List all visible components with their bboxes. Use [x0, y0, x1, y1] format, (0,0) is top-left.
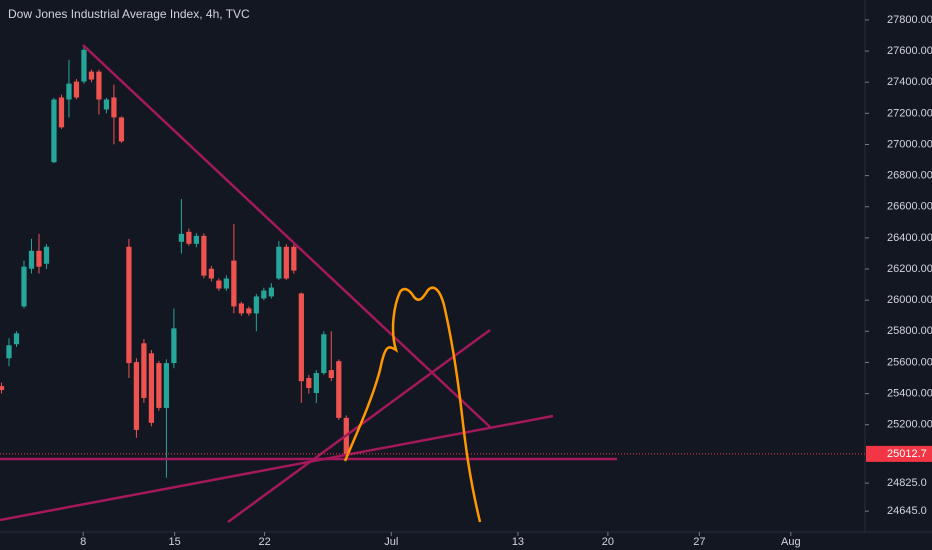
candle-body: [6, 345, 12, 359]
candle-body: [336, 361, 342, 418]
y-tick-label: 27200.00: [887, 107, 932, 119]
x-tick-label: Aug: [781, 536, 801, 548]
candle-body: [328, 370, 334, 379]
x-tick-label: 22: [258, 536, 270, 548]
candle-body: [103, 99, 110, 110]
candle-body: [283, 246, 289, 279]
candle-body: [28, 250, 35, 269]
candle-body: [43, 246, 50, 264]
candle-body: [133, 362, 140, 430]
candle-body: [201, 235, 207, 276]
trend-line: [0, 414, 554, 522]
x-tick-label: Jul: [384, 536, 398, 548]
candle-body: [111, 97, 117, 118]
chart-title: Dow Jones Industrial Average Index, 4h, …: [8, 7, 250, 21]
candle-body: [178, 233, 185, 242]
y-tick-label: 27800.00: [887, 14, 932, 26]
y-tick-label: 25200.00: [887, 419, 932, 431]
candle-body: [73, 81, 80, 98]
candle-body: [58, 97, 65, 128]
candle-body: [148, 353, 155, 423]
candle-body: [313, 373, 319, 393]
x-tick-label: 20: [602, 536, 614, 548]
candle-body: [36, 250, 42, 267]
candle-body: [126, 246, 132, 364]
y-tick-label: 24825.0: [887, 477, 927, 489]
candle-body: [51, 99, 57, 163]
y-tick-label: 27600.00: [887, 45, 932, 57]
y-tick-label: 26200.00: [887, 263, 932, 275]
candle-body: [88, 71, 95, 80]
y-tick-label: 26000.00: [887, 294, 932, 306]
freehand-drawing: [343, 286, 482, 523]
trend-line: [82, 44, 491, 428]
y-tick-label: 25800.00: [887, 325, 932, 337]
candle-body: [321, 334, 327, 374]
x-tick-label: 27: [693, 536, 705, 548]
y-tick-label: 26400.00: [887, 232, 932, 244]
y-tick-label: 26800.00: [887, 170, 932, 182]
price-label-box: [866, 445, 932, 462]
candle-body: [66, 83, 72, 100]
candle-body: [246, 308, 252, 314]
candle-body: [306, 378, 312, 388]
candle-body: [21, 266, 27, 307]
x-tick-label: 13: [512, 536, 524, 548]
price-label: 25012.7: [887, 448, 927, 460]
candle-body: [238, 303, 244, 314]
candle-body: [163, 363, 170, 408]
candle-body: [276, 246, 282, 279]
candle-body: [13, 333, 20, 345]
y-tick-label: 27000.00: [887, 138, 932, 150]
x-tick-label: 15: [169, 536, 181, 548]
y-tick-label: 25400.00: [887, 387, 932, 399]
y-tick-label: 26600.00: [887, 201, 932, 213]
y-tick-label: 25600.00: [887, 356, 932, 368]
candle-body: [223, 278, 229, 289]
candles: [0, 44, 349, 478]
candle-body: [118, 117, 125, 142]
candle-body: [0, 386, 5, 391]
y-tick-label: 24645.0: [887, 505, 927, 517]
candle-body: [193, 235, 200, 244]
candle-body: [261, 290, 267, 299]
candle-body: [156, 363, 162, 408]
candle-body: [298, 293, 304, 382]
candle-body: [291, 246, 297, 271]
candle-body: [216, 280, 222, 289]
candle-body: [208, 268, 215, 279]
drawings: [0, 44, 617, 524]
candle-body: [171, 328, 177, 364]
candle-body: [253, 296, 259, 314]
y-tick-label: 27400.00: [887, 76, 932, 88]
candle-body: [268, 287, 274, 297]
candle-body: [186, 231, 192, 244]
candle-body: [96, 71, 102, 100]
candle-body: [231, 260, 237, 307]
x-tick-label: 8: [80, 536, 86, 548]
candle-body: [141, 343, 147, 398]
candle-body: [81, 49, 87, 82]
